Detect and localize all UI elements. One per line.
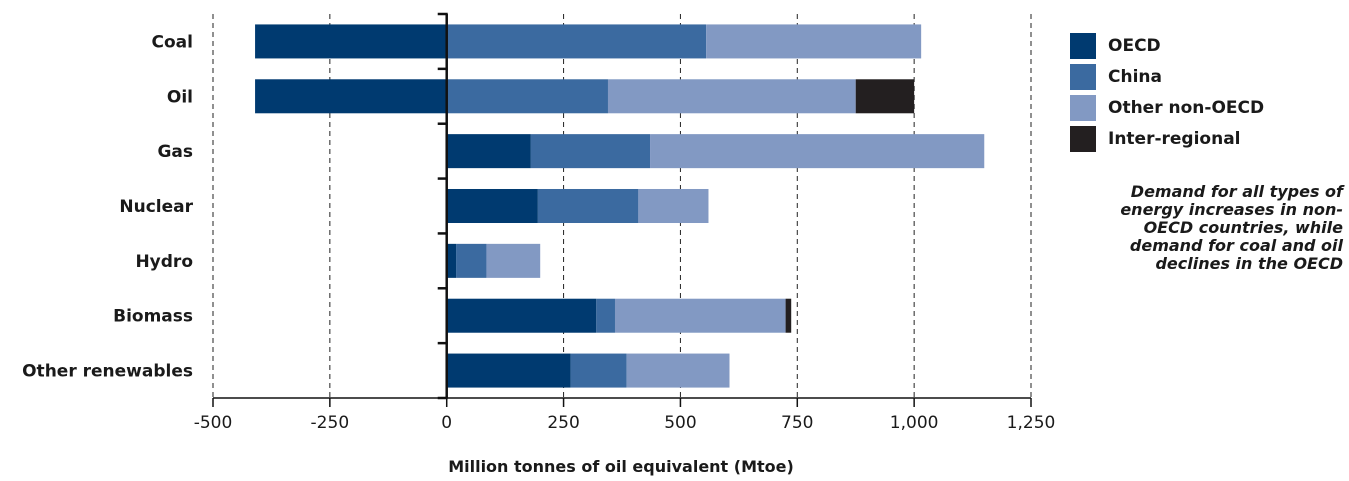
bars xyxy=(255,24,985,388)
x-axis-title: Million tonnes of oil equivalent (Mtoe) xyxy=(448,457,794,476)
x-tick-label: 1,250 xyxy=(1007,413,1056,433)
bar-gas-china xyxy=(530,134,651,169)
bar-oil-oecd xyxy=(255,79,447,114)
legend-label: OECD xyxy=(1108,35,1161,56)
x-tick-label: 250 xyxy=(547,413,579,433)
bar-coal-china xyxy=(446,24,707,59)
chart-plot: Coal Oil Gas Nuclear Hydro Biomass Other renew… xyxy=(22,12,1056,476)
bar-nuclear-china xyxy=(537,188,639,224)
legend-item-china: China xyxy=(1070,61,1340,92)
annotation-line: Demand for all types of xyxy=(1130,182,1343,201)
legend-item-inter-regional: Inter-regional xyxy=(1070,123,1340,154)
x-tick-label: 500 xyxy=(664,413,696,433)
bar-coal-oecd xyxy=(255,24,447,59)
legend-label: China xyxy=(1108,66,1162,87)
x-tick-label: -250 xyxy=(311,413,350,433)
category-labels: Coal Oil Gas Nuclear Hydro Biomass Other renew… xyxy=(22,32,194,381)
category-label-hydro: Hydro xyxy=(135,252,193,272)
x-tick-label: 0 xyxy=(441,413,452,433)
bar-nuclear-oecd xyxy=(446,188,538,224)
bar-biomass-china xyxy=(596,298,615,333)
bar-gas-oecd xyxy=(446,134,531,169)
category-label-other-renewables: Other renewables xyxy=(22,362,193,382)
legend-swatch-oecd xyxy=(1070,32,1096,59)
legend-item-oecd: OECD xyxy=(1070,30,1340,61)
category-label-oil: Oil xyxy=(167,87,193,107)
annotation-line: OECD countries, while xyxy=(1143,218,1343,237)
legend-label: Inter-regional xyxy=(1108,128,1241,149)
bar-coal-other-non-oecd xyxy=(706,24,922,59)
bar-hydro-oecd xyxy=(446,243,457,278)
bar-gas-other-non-oecd xyxy=(650,134,985,169)
bar-oil-china xyxy=(446,79,608,114)
legend-swatch-inter-regional xyxy=(1070,125,1096,152)
bar-biomass-inter-regional xyxy=(785,298,792,333)
legend-item-other-non-oecd: Other non-OECD xyxy=(1070,92,1340,123)
bar-hydro-other-non-oecd xyxy=(486,243,541,278)
x-tick-labels: -500 -250 0 250 500 750 1,000 1,250 xyxy=(194,413,1056,433)
bar-other-renewables-oecd xyxy=(446,353,571,388)
category-label-gas: Gas xyxy=(157,142,193,162)
bar-nuclear-other-non-oecd xyxy=(638,188,709,224)
legend-label: Other non-OECD xyxy=(1108,97,1265,118)
annotation-line: demand for coal and oil xyxy=(1129,236,1343,255)
bar-other-renewables-other-non-oecd xyxy=(626,353,730,388)
legend-swatch-china xyxy=(1070,63,1096,90)
annotation-text: Demand for all types of energy increases… xyxy=(1068,183,1343,273)
bar-biomass-oecd xyxy=(446,298,597,333)
x-tick-label: 750 xyxy=(781,413,813,433)
bar-oil-other-non-oecd xyxy=(607,79,856,114)
annotation-line: energy increases in non- xyxy=(1120,200,1343,219)
category-label-coal: Coal xyxy=(152,32,193,52)
legend-swatch-other-non-oecd xyxy=(1070,94,1096,121)
legend: OECD China Other non-OECD Inter-regional xyxy=(1070,30,1340,154)
bar-oil-inter-regional xyxy=(855,79,915,114)
x-tick-label: -500 xyxy=(194,413,233,433)
annotation-line: declines in the OECD xyxy=(1155,254,1343,273)
axes xyxy=(212,12,1032,407)
bar-hydro-china xyxy=(456,243,487,278)
bar-biomass-other-non-oecd xyxy=(614,298,786,333)
category-label-nuclear: Nuclear xyxy=(119,197,193,217)
category-label-biomass: Biomass xyxy=(113,307,193,327)
x-tick-label: 1,000 xyxy=(890,413,939,433)
bar-other-renewables-china xyxy=(570,353,627,388)
